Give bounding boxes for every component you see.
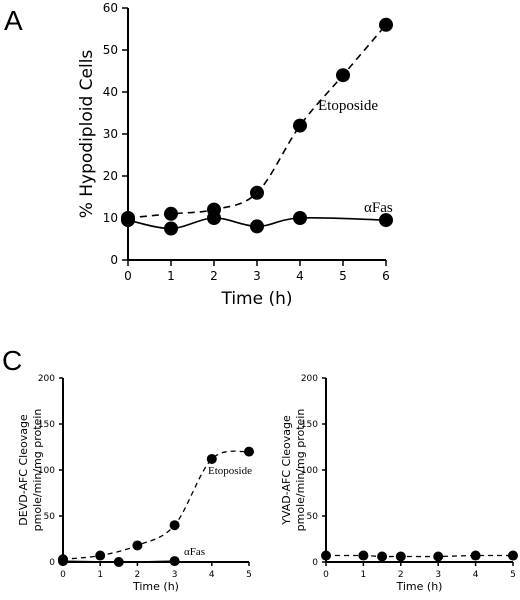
data-point <box>113 557 124 567</box>
y-tick-label: 30 <box>103 127 118 141</box>
data-point <box>164 206 178 221</box>
data-point <box>293 211 307 225</box>
x-tick-label: 2 <box>135 570 141 580</box>
y-tick-label: 0 <box>110 253 118 267</box>
data-point <box>358 550 369 561</box>
x-tick-label: 1 <box>97 570 103 580</box>
x-tick-label: 3 <box>253 269 261 283</box>
series-label: αFas <box>184 546 205 558</box>
x-tick-label: 3 <box>435 570 441 580</box>
data-point <box>95 550 106 561</box>
data-point <box>244 446 254 457</box>
data-point <box>377 551 388 562</box>
x-tick-label: 4 <box>209 570 215 580</box>
y-tick-label: 0 <box>312 558 318 568</box>
data-point <box>169 556 180 567</box>
data-point <box>250 219 264 234</box>
x-tick-label: 0 <box>323 570 329 580</box>
x-tick-label: 3 <box>172 570 178 580</box>
y-axis-label: pmole/min/mg protein <box>294 409 307 532</box>
x-tick-label: 5 <box>246 570 252 580</box>
data-point <box>395 551 406 562</box>
x-axis-label: Time (h) <box>396 580 443 593</box>
x-axis-label: Time (h) <box>220 289 292 309</box>
data-point <box>321 550 331 561</box>
data-point <box>379 213 393 228</box>
y-tick-label: 100 <box>38 466 55 476</box>
x-tick-label: 1 <box>167 269 175 283</box>
y-tick-label: 100 <box>301 466 318 476</box>
data-point <box>250 185 264 200</box>
data-point <box>470 550 481 561</box>
data-point <box>132 540 143 551</box>
panel-label-a: A <box>4 5 23 36</box>
x-tick-label: 0 <box>124 269 132 283</box>
y-tick-label: 50 <box>103 43 118 57</box>
data-point <box>508 550 518 561</box>
y-tick-label: 50 <box>307 512 319 522</box>
x-tick-label: 5 <box>339 269 347 283</box>
y-tick-label: 50 <box>44 512 56 522</box>
y-tick-label: 60 <box>103 1 118 15</box>
x-tick-label: 1 <box>361 570 367 580</box>
y-axis-label: YVAD-AFC Cleovage <box>280 415 293 526</box>
data-point <box>164 221 178 236</box>
y-tick-label: 40 <box>103 85 118 99</box>
x-tick-label: 2 <box>210 269 218 283</box>
data-point <box>379 17 393 32</box>
y-tick-label: 150 <box>38 420 55 430</box>
x-tick-label: 6 <box>382 269 390 283</box>
series-line-data <box>325 554 514 558</box>
data-point <box>58 556 68 567</box>
y-tick-label: 0 <box>49 558 55 568</box>
data-point <box>433 551 444 562</box>
data-point <box>293 118 307 133</box>
y-tick-label: 200 <box>38 374 55 384</box>
series-label: Etoposide <box>208 465 252 477</box>
y-axis-label: DEVD-AFC Cleovage <box>17 414 30 526</box>
y-tick-label: 150 <box>301 420 318 430</box>
x-tick-label: 0 <box>60 570 66 580</box>
data-point <box>207 211 221 225</box>
y-tick-label: 200 <box>301 374 318 384</box>
data-point <box>169 520 180 531</box>
data-point <box>206 453 217 464</box>
x-axis-label: Time (h) <box>132 580 179 593</box>
y-tick-label: 10 <box>103 211 118 225</box>
x-tick-label: 4 <box>473 570 479 580</box>
series-label: αFas <box>364 200 393 216</box>
series-label: Etoposide <box>318 98 378 114</box>
y-tick-label: 20 <box>103 169 118 183</box>
data-point <box>121 213 135 228</box>
x-tick-label: 4 <box>296 269 304 283</box>
y-axis-label: % Hypodiploid Cells <box>77 50 97 219</box>
x-tick-label: 5 <box>510 570 516 580</box>
y-axis-label: pmole/min/mg protein <box>31 409 44 532</box>
data-point <box>336 68 350 83</box>
panel-label-c: C <box>2 345 22 376</box>
x-tick-label: 2 <box>398 570 404 580</box>
